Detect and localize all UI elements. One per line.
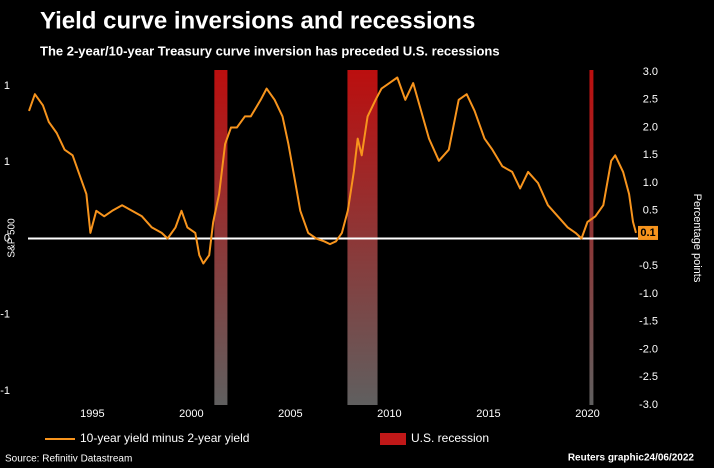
y-tick-label: -0.5 — [639, 260, 658, 272]
end-label-box — [638, 225, 658, 240]
x-tick-label: 2005 — [278, 408, 302, 420]
x-tick-label: 1995 — [80, 408, 104, 420]
y-tick-label: -2.5 — [639, 371, 658, 383]
y-tick-label: 2.5 — [643, 94, 658, 106]
legend-label: 10-year yield minus 2-year yield — [80, 431, 249, 445]
right-axis-label: Percentage points — [691, 194, 703, 283]
y-tick-label: 1.0 — [643, 177, 658, 189]
y2-tick-label: -1 — [0, 309, 10, 321]
chart-title: Yield curve inversions and recessions — [40, 7, 475, 34]
y2-tick-label: 0 — [4, 232, 10, 244]
y2-tick-label: 1 — [4, 156, 10, 168]
left-axis-label: S&P 500 — [7, 218, 18, 258]
y-tick-label: -1.5 — [639, 316, 658, 328]
chart-subtitle: The 2-year/10-year Treasury curve invers… — [40, 43, 500, 58]
series-line — [28, 76, 637, 265]
end-label: 0.1 — [640, 227, 655, 239]
x-tick-label: 2010 — [377, 408, 401, 420]
credit: Reuters graphic24/06/2022 — [568, 453, 695, 464]
source: Source: Refinitiv Datastream — [5, 454, 132, 465]
x-tick-label: 2015 — [476, 408, 500, 420]
y-tick-label: 1.5 — [643, 149, 658, 161]
y-tick-label: -2.0 — [639, 343, 658, 355]
x-tick-label: 2020 — [575, 408, 599, 420]
y-tick-label: 3.0 — [643, 66, 658, 78]
y-tick-label: 0.5 — [643, 205, 658, 217]
y2-tick-label: 1 — [4, 80, 10, 92]
legend-label: U.S. recession — [411, 431, 489, 445]
legend-swatch — [380, 433, 406, 445]
y-tick-label: -1.0 — [639, 288, 658, 300]
y-tick-label: -3.0 — [639, 399, 658, 411]
y-tick-label: 2.0 — [643, 121, 658, 133]
y2-tick-label: -1 — [0, 385, 10, 397]
x-tick-label: 2000 — [179, 408, 203, 420]
